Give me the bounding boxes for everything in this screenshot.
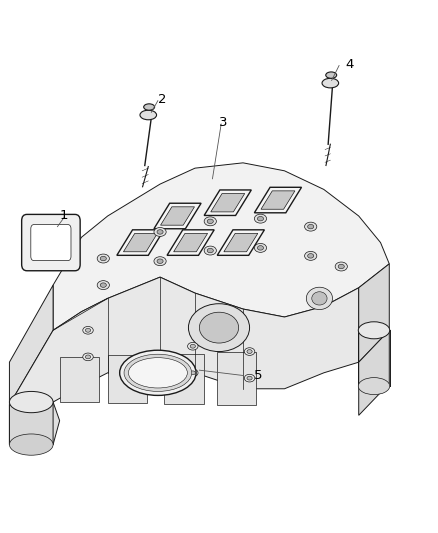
Text: 5: 5: [254, 369, 262, 382]
Polygon shape: [10, 277, 359, 405]
Ellipse shape: [154, 228, 166, 237]
Ellipse shape: [338, 264, 344, 269]
Ellipse shape: [128, 358, 187, 388]
Ellipse shape: [154, 257, 166, 265]
Ellipse shape: [120, 350, 196, 395]
Ellipse shape: [83, 327, 93, 334]
Text: 2: 2: [158, 93, 166, 106]
Ellipse shape: [358, 377, 390, 394]
Ellipse shape: [258, 216, 264, 221]
Ellipse shape: [304, 252, 317, 260]
Ellipse shape: [187, 342, 198, 350]
Ellipse shape: [157, 230, 163, 234]
Ellipse shape: [207, 248, 213, 253]
Ellipse shape: [10, 391, 53, 413]
Ellipse shape: [312, 292, 327, 305]
Ellipse shape: [100, 256, 106, 261]
Ellipse shape: [144, 104, 155, 110]
Polygon shape: [60, 357, 99, 402]
Ellipse shape: [190, 371, 195, 375]
Ellipse shape: [358, 322, 390, 339]
Ellipse shape: [85, 328, 91, 332]
Text: 1: 1: [60, 209, 68, 222]
Ellipse shape: [157, 259, 163, 263]
Polygon shape: [359, 264, 389, 362]
Ellipse shape: [254, 244, 267, 252]
Ellipse shape: [140, 110, 156, 120]
Polygon shape: [124, 233, 157, 252]
Ellipse shape: [83, 353, 93, 361]
Ellipse shape: [254, 214, 267, 223]
Ellipse shape: [10, 434, 53, 455]
Ellipse shape: [244, 348, 255, 356]
Ellipse shape: [335, 262, 347, 271]
Polygon shape: [254, 187, 301, 213]
Ellipse shape: [306, 287, 332, 310]
Polygon shape: [261, 191, 295, 209]
FancyBboxPatch shape: [31, 224, 71, 261]
Ellipse shape: [247, 376, 252, 380]
Polygon shape: [167, 230, 214, 255]
Polygon shape: [161, 207, 194, 225]
FancyBboxPatch shape: [21, 214, 80, 271]
Polygon shape: [117, 230, 164, 255]
Polygon shape: [154, 203, 201, 229]
Ellipse shape: [304, 222, 317, 231]
Polygon shape: [359, 330, 389, 415]
Ellipse shape: [326, 72, 337, 78]
Ellipse shape: [247, 350, 252, 353]
Ellipse shape: [322, 78, 339, 88]
Polygon shape: [108, 356, 147, 403]
Ellipse shape: [307, 224, 314, 229]
Polygon shape: [204, 190, 251, 215]
Polygon shape: [173, 233, 208, 252]
Polygon shape: [10, 285, 53, 405]
Polygon shape: [217, 230, 265, 255]
Text: 4: 4: [346, 58, 354, 71]
Ellipse shape: [97, 254, 110, 263]
Polygon shape: [217, 352, 256, 405]
Ellipse shape: [187, 369, 198, 377]
Polygon shape: [224, 233, 258, 252]
Ellipse shape: [85, 355, 91, 359]
Polygon shape: [164, 354, 204, 404]
Polygon shape: [211, 193, 245, 212]
Ellipse shape: [100, 283, 106, 287]
Polygon shape: [10, 402, 60, 445]
Ellipse shape: [207, 219, 213, 223]
Ellipse shape: [124, 354, 192, 391]
Ellipse shape: [258, 246, 264, 250]
Ellipse shape: [307, 254, 314, 258]
Polygon shape: [10, 402, 53, 445]
Ellipse shape: [199, 312, 239, 343]
Ellipse shape: [204, 217, 216, 226]
Ellipse shape: [188, 304, 250, 352]
Ellipse shape: [204, 246, 216, 255]
Ellipse shape: [97, 281, 110, 289]
Ellipse shape: [190, 344, 195, 348]
Polygon shape: [53, 163, 389, 330]
Ellipse shape: [244, 374, 255, 382]
Text: 3: 3: [219, 117, 228, 130]
